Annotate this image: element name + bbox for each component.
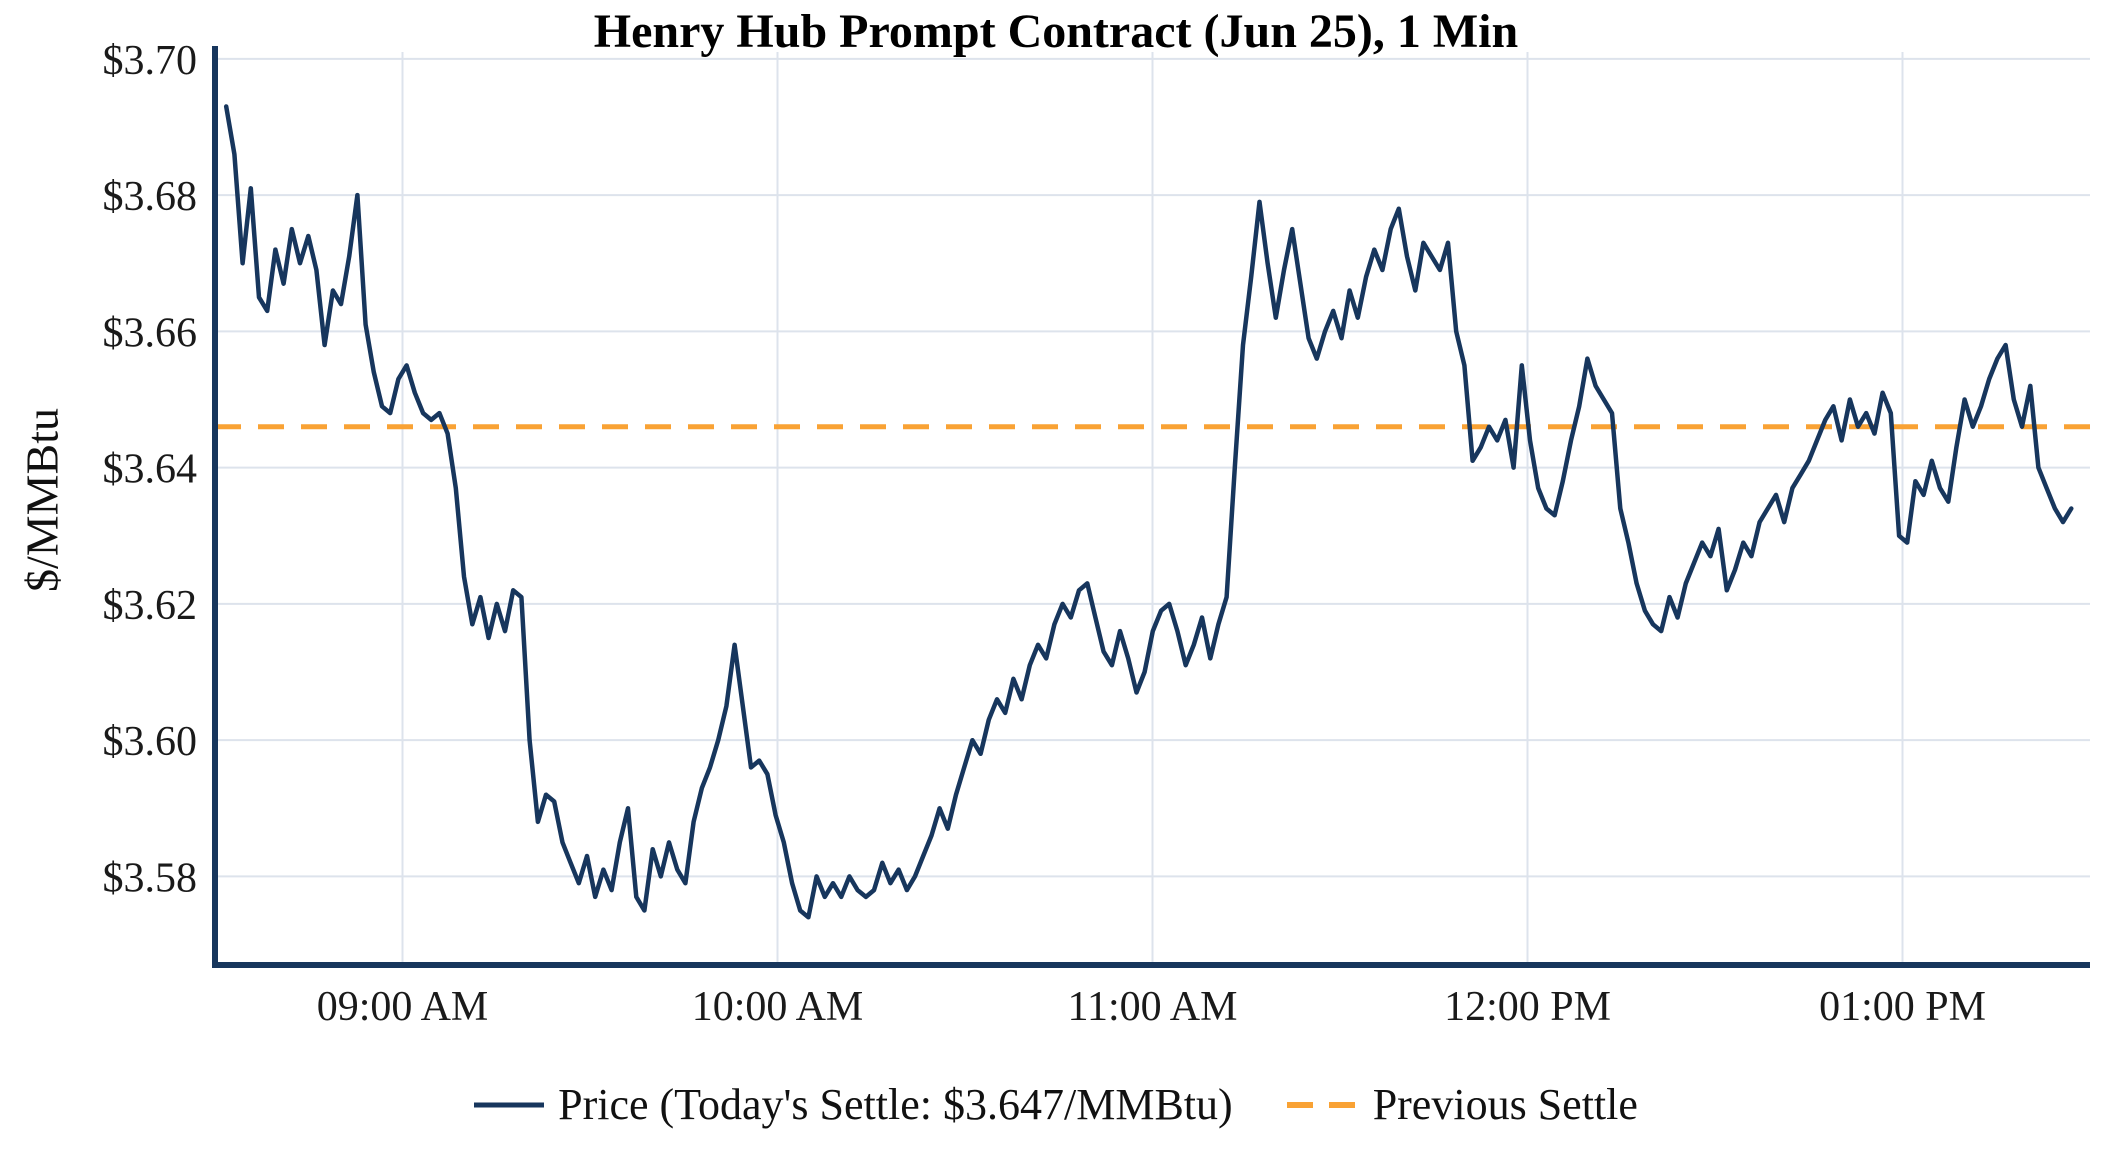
chart-legend: Price (Today's Settle: $3.647/MMBtu) Pre… (0, 1079, 2112, 1130)
price-line-sample-icon (474, 1102, 545, 1107)
x-tick-label: 09:00 AM (317, 984, 489, 1030)
legend-price-label: Price (Today's Settle: $3.647/MMBtu) (558, 1080, 1233, 1129)
previous-settle-dash-sample-icon (1286, 1101, 1359, 1108)
y-tick-label: $3.62 (103, 583, 198, 629)
x-tick-label: 01:00 PM (1819, 984, 1986, 1030)
y-tick-label: $3.60 (103, 719, 198, 765)
y-tick-label: $3.70 (103, 38, 198, 84)
y-tick-label: $3.58 (103, 855, 198, 901)
x-tick-label: 12:00 PM (1444, 984, 1611, 1030)
x-tick-label: 10:00 AM (692, 984, 864, 1030)
chart-title: Henry Hub Prompt Contract (Jun 25), 1 Mi… (593, 5, 1519, 58)
x-tick-label: 11:00 AM (1068, 984, 1238, 1030)
price-line (223, 104, 2074, 920)
y-tick-label: $3.66 (103, 310, 198, 356)
legend-item-previous-settle: Previous Settle (1286, 1079, 1638, 1130)
legend-item-price: Price (Today's Settle: $3.647/MMBtu) (474, 1079, 1233, 1130)
y-tick-label: $3.64 (103, 447, 198, 493)
y-tick-label: $3.68 (103, 174, 198, 220)
legend-settle-label: Previous Settle (1372, 1080, 1638, 1129)
